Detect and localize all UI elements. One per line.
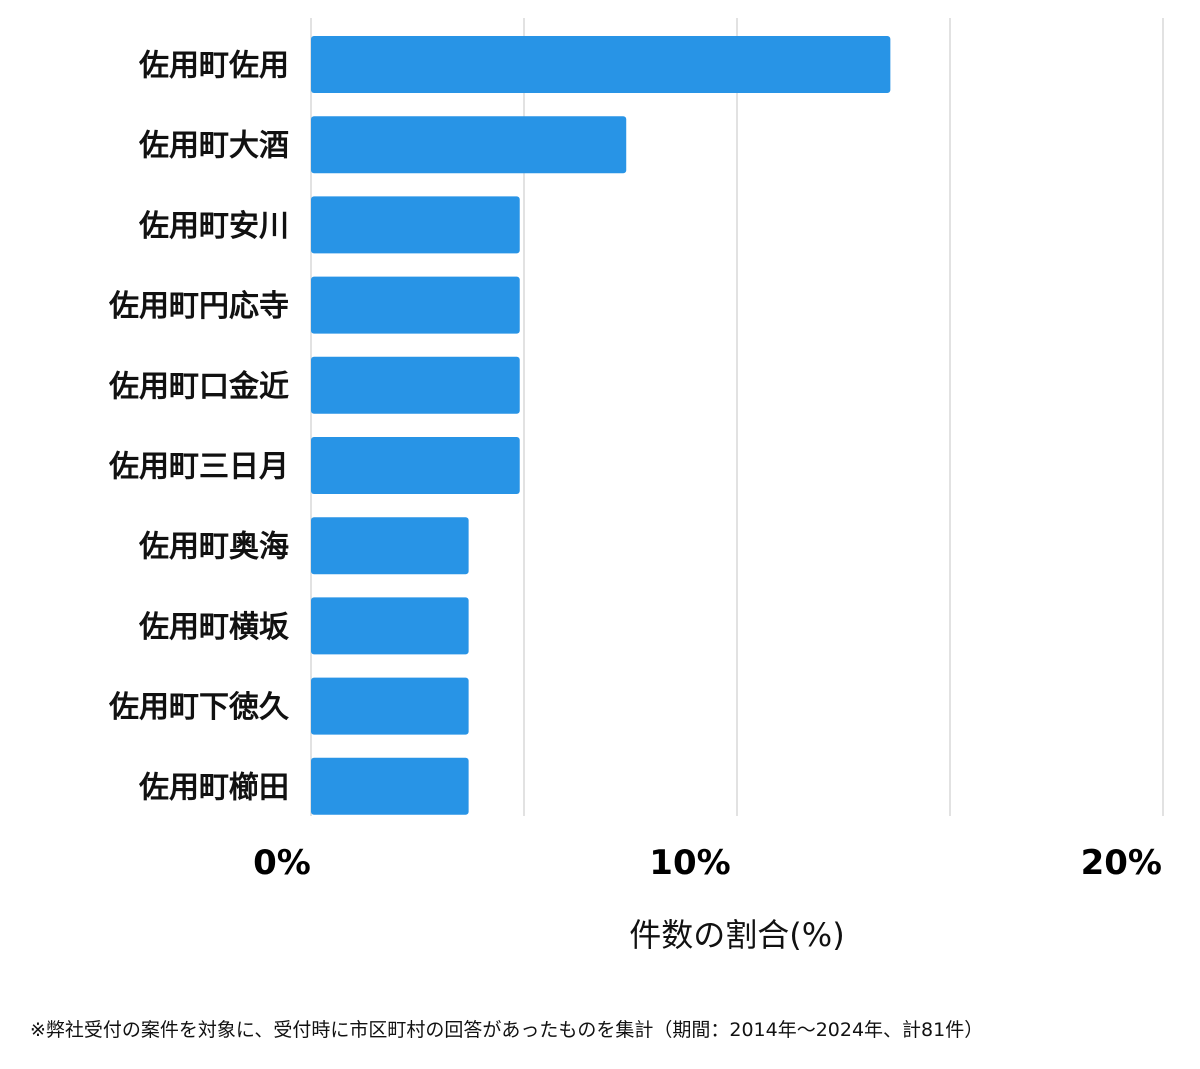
x-axis-title: 件数の割合(%)	[629, 916, 844, 954]
category-label: 佐用町奥海	[138, 530, 289, 565]
bar	[311, 677, 469, 735]
x-tick-labels: 0% 10% 20%	[253, 843, 1162, 883]
category-label: 佐用町安川	[138, 209, 289, 244]
category-label: 佐用町下徳久	[108, 690, 289, 725]
x-tick-label: 0%	[253, 843, 311, 883]
bar-chart: 佐用町佐用佐用町大酒佐用町安川佐用町円応寺佐用町口金近佐用町三日月佐用町奥海佐用…	[108, 18, 1164, 954]
category-label: 佐用町三日月	[108, 450, 289, 485]
bar	[311, 517, 469, 575]
category-label: 佐用町櫛田	[138, 770, 289, 805]
bar	[311, 36, 891, 93]
bars	[311, 36, 891, 815]
category-labels: 佐用町佐用佐用町大酒佐用町安川佐用町円応寺佐用町口金近佐用町三日月佐用町奥海佐用…	[108, 49, 289, 806]
x-tick-label: 10%	[649, 843, 730, 883]
category-label: 佐用町大酒	[138, 129, 289, 164]
bar	[311, 196, 520, 254]
bar	[311, 116, 627, 174]
x-tick-label: 20%	[1081, 843, 1162, 883]
footnote: ※弊社受付の案件を対象に、受付時に市区町村の回答があったものを集計（期間：201…	[30, 1019, 984, 1041]
bar	[311, 757, 469, 815]
bar	[311, 597, 469, 655]
category-label: 佐用町円応寺	[108, 289, 289, 324]
category-label: 佐用町横坂	[138, 610, 289, 645]
category-label: 佐用町口金近	[108, 369, 289, 404]
category-label: 佐用町佐用	[138, 49, 289, 84]
bar	[311, 356, 520, 414]
bar	[311, 437, 520, 494]
bar	[311, 276, 520, 334]
